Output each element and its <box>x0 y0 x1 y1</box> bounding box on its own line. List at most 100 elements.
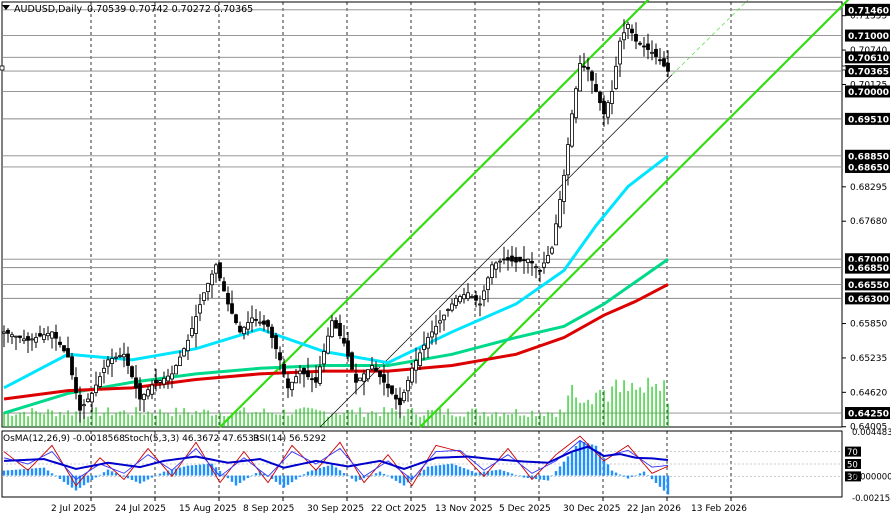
candle-body <box>570 113 574 147</box>
triangle-down-icon[interactable] <box>2 5 10 10</box>
candle-body <box>410 367 414 383</box>
candle-body <box>610 91 614 104</box>
osma-bar <box>66 475 70 485</box>
osma-bar <box>322 466 326 476</box>
stoch-signal-line <box>3 439 669 481</box>
ema_green-line <box>3 258 669 415</box>
volume-bar <box>499 416 501 427</box>
candle-body <box>510 255 514 262</box>
osma-bar <box>30 468 34 476</box>
osma-bar <box>538 475 542 480</box>
osma-bar <box>118 474 122 476</box>
volume-bar <box>51 410 53 427</box>
candle-body <box>542 262 546 268</box>
volume-bar <box>35 411 37 427</box>
osma-bar <box>258 470 262 476</box>
osma-bar <box>654 475 658 484</box>
candle-body <box>194 316 198 334</box>
osma-bar <box>286 475 290 485</box>
volume-bar <box>11 415 13 427</box>
candle-body <box>286 378 290 389</box>
candle-body <box>386 383 390 389</box>
volume-bar <box>139 412 141 427</box>
volume-bar <box>311 408 313 427</box>
candle-body <box>358 377 362 382</box>
osma-bar <box>70 475 74 488</box>
volume-bar <box>239 410 241 427</box>
level-pill <box>845 112 890 125</box>
osma-bar <box>254 473 258 476</box>
candle-body <box>650 51 654 54</box>
candle-body <box>342 337 346 344</box>
candle-body <box>38 333 42 337</box>
x-tick-label: 8 Sep 2025 <box>243 504 294 514</box>
volume-bar <box>591 404 593 427</box>
osma-bar <box>326 465 330 476</box>
volume-bar <box>359 407 361 427</box>
osma-bar <box>646 475 650 476</box>
candle-body <box>626 23 630 29</box>
candle-body <box>462 294 466 300</box>
level-pill-label: 0.71000 <box>848 32 889 42</box>
level-pill-label: 0.64250 <box>848 410 889 420</box>
indicator-level-label: 50 <box>847 461 858 471</box>
osma-bar <box>186 465 190 476</box>
candle-body <box>614 65 618 89</box>
ohlc-values: 0.70539 0.70742 0.70272 0.70365 <box>87 4 253 15</box>
shift-marker-right[interactable] <box>841 65 847 71</box>
osma-bar <box>650 475 654 480</box>
candle-body <box>122 353 126 358</box>
osma-bar <box>546 475 550 481</box>
moving-averages <box>3 154 669 415</box>
volume-bar <box>491 414 493 427</box>
volume-bar <box>39 412 41 427</box>
osma-bar <box>550 475 554 477</box>
osma-bar <box>626 475 630 479</box>
candle-body <box>454 297 458 306</box>
candle-body <box>262 320 266 325</box>
candle-body <box>466 292 470 300</box>
shift-marker-left[interactable] <box>0 65 5 71</box>
osma-bar <box>422 469 426 476</box>
volume-bar <box>431 410 433 427</box>
osma-bar <box>386 475 390 477</box>
osma-bar <box>658 475 662 487</box>
volume-bar <box>531 410 533 427</box>
x-tick-label: 24 Jul 2025 <box>115 504 166 514</box>
volume-bar <box>519 415 521 427</box>
volume-bar <box>327 416 329 427</box>
osma-bar <box>310 470 314 476</box>
osma-bar <box>126 475 130 479</box>
y-tick-label: 0.70740 <box>850 46 887 56</box>
candle-body <box>230 303 234 314</box>
volume-bar <box>103 412 105 427</box>
candle-body <box>578 63 582 92</box>
volume-bar <box>275 414 277 427</box>
y-tick-label: 0.65235 <box>850 354 887 364</box>
osma-bar <box>162 471 166 476</box>
level-pill <box>845 65 890 78</box>
volume-bar <box>547 412 549 427</box>
candle-body <box>62 345 66 352</box>
y-tick-label: 0.65850 <box>850 320 887 330</box>
volume-bar <box>203 409 205 427</box>
ema_cyan-line <box>3 154 669 390</box>
candle-body <box>474 295 478 301</box>
osma-bar <box>14 469 18 476</box>
x-tick-label: 2 Jul 2025 <box>51 504 96 514</box>
candle-body <box>246 322 250 330</box>
volume-bar <box>87 416 89 427</box>
volume-bar <box>507 414 509 427</box>
osma-bar <box>246 475 250 479</box>
volume-bar <box>15 414 17 427</box>
stoch-label: Stoch(5,3,3) 46.3672 47.6533 <box>124 434 259 444</box>
osma-bar <box>486 471 490 476</box>
candle-body <box>362 373 366 382</box>
candle-body <box>190 328 194 337</box>
candle-body <box>174 365 178 375</box>
osma-bar <box>614 472 618 476</box>
osma-bar <box>86 475 90 483</box>
osma-bar <box>290 475 294 483</box>
